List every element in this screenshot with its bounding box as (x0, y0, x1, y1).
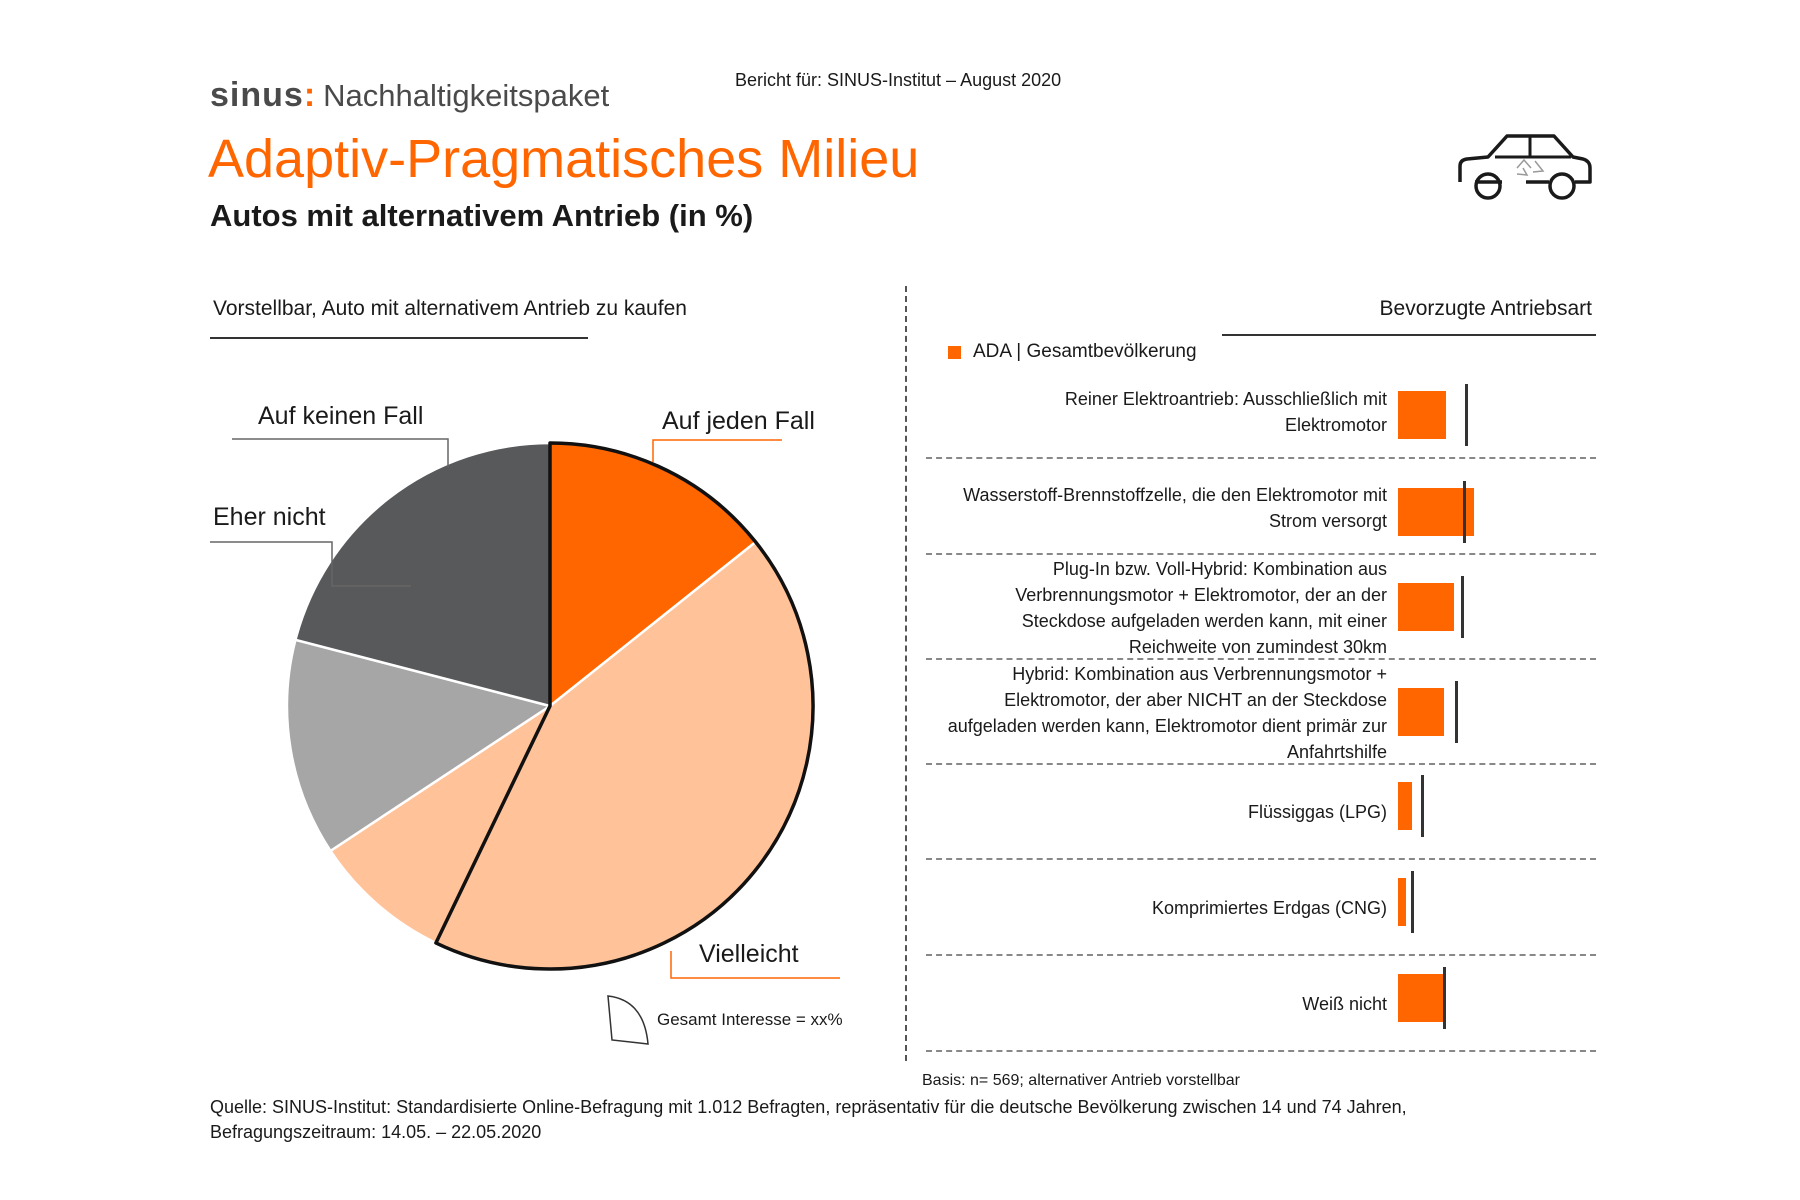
bar-ada (1398, 974, 1446, 1022)
bar-reference-marker (1463, 481, 1466, 543)
bar-reference-marker (1461, 576, 1464, 638)
pie-slice-auf-keinen-fall (293, 441, 552, 708)
gesamt-interesse-icon (607, 995, 649, 1045)
source-line-1: Quelle: SINUS-Institut: Standardisierte … (210, 1097, 1407, 1117)
bar-ada (1398, 391, 1446, 439)
bar-basis-note: Basis: n= 569; alternativer Antrieb vors… (922, 1072, 1240, 1089)
page-title: Adaptiv-Pragmatisches Milieu (208, 129, 920, 189)
bar-reference-marker (1421, 775, 1424, 837)
bar-ada (1398, 488, 1474, 536)
pie-chart-title: Vorstellbar, Auto mit alternativem Antri… (213, 297, 687, 320)
source-line-2: Befragungszeitraum: 14.05. – 22.05.2020 (210, 1122, 542, 1142)
pie-label-vielleicht: Vielleicht (699, 940, 799, 968)
row-separator (926, 1050, 1596, 1052)
bar-legend: ADA | Gesamtbevölkerung (948, 341, 1197, 363)
legend-label: ADA | Gesamtbevölkerung (973, 341, 1197, 362)
bar-label: Weiß nicht (1302, 994, 1387, 1014)
bar-label: Flüssiggas (LPG) (1247, 802, 1387, 822)
bar-label: Hybrid: Kombination aus Verbrennungsmoto… (947, 664, 1387, 762)
bar-ada (1398, 688, 1444, 736)
gesamt-interesse-note: Gesamt Interesse = xx% (657, 1010, 843, 1029)
bar-reference-marker (1411, 871, 1414, 933)
row-separator (926, 457, 1596, 459)
bar-reference-marker (1443, 967, 1446, 1029)
page-subtitle: Autos mit alternativem Antrieb (in %) (210, 198, 754, 233)
brand-logo-text: sinus (210, 76, 304, 114)
legend-swatch (948, 345, 961, 359)
brand-logo: sinus : Nachhaltigkeitspaket (210, 76, 609, 115)
source-note: Quelle: SINUS-Institut: Standardisierte … (210, 1095, 1407, 1145)
row-separator (926, 954, 1596, 956)
bar-label: Komprimiertes Erdgas (CNG) (1151, 898, 1387, 918)
section-divider (905, 286, 907, 1061)
bar-ada (1398, 782, 1412, 830)
bar-chart-title: Bevorzugte Antriebsart (1379, 297, 1592, 320)
bar-label: Plug-In bzw. Voll-Hybrid: Kombination au… (1015, 559, 1387, 657)
bar-ada (1398, 878, 1406, 926)
row-separator (926, 553, 1596, 555)
pie-interest-outline (434, 441, 815, 971)
bar-reference-marker (1455, 681, 1458, 743)
pie-label-eher-nicht: Eher nicht (213, 503, 326, 531)
pie-slice-eher-nicht (285, 638, 554, 853)
brand-product-name: Nachhaltigkeitspaket (323, 78, 610, 113)
bar-reference-marker (1465, 384, 1468, 446)
bar-label: Reiner Elektroantrieb: Ausschließlich mi… (1064, 389, 1387, 435)
report-line: Bericht für: SINUS-Institut – August 202… (735, 70, 1062, 90)
car-recycle-icon (1458, 134, 1592, 200)
brand-logo-colon: : (303, 76, 316, 114)
pie-leader-lines (210, 438, 840, 979)
bar-label: Wasserstoff-Brennstoffzelle, die den Ele… (963, 485, 1387, 531)
pie-slice-unlabeled (328, 702, 554, 945)
bar-ada (1398, 583, 1454, 631)
pie-label-auf-jeden-fall: Auf jeden Fall (662, 407, 815, 435)
row-separator (926, 858, 1596, 860)
pie-label-auf-keinen-fall: Auf keinen Fall (258, 402, 424, 430)
bar-title-underline (1222, 334, 1596, 336)
pie-title-underline (210, 337, 588, 339)
row-separator (926, 658, 1596, 660)
row-separator (926, 763, 1596, 765)
